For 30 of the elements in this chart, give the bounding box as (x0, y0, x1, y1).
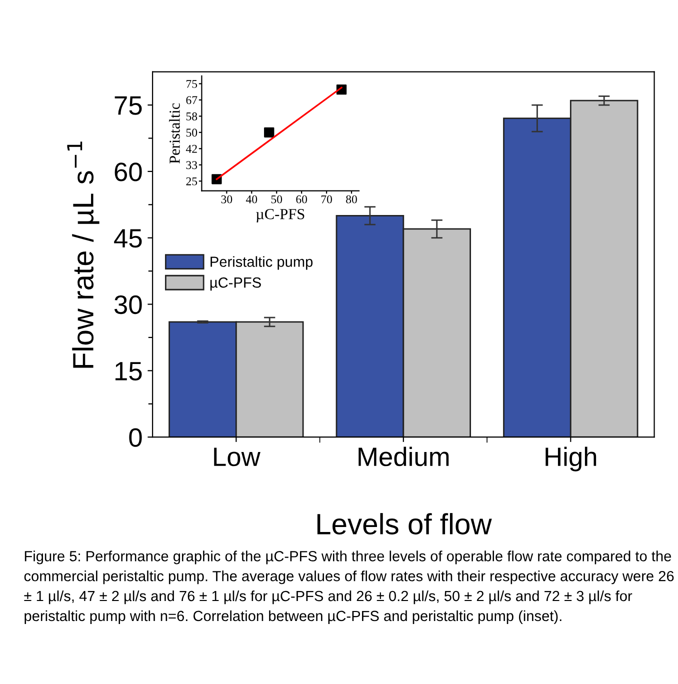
legend-label: Peristaltic pump (210, 256, 313, 270)
x-tick-label: 60 (296, 195, 308, 204)
y-axis-title: Peristaltic (169, 103, 180, 164)
x-tick-label: 40 (246, 195, 258, 204)
x-axis-title: Levels of flow (317, 513, 492, 534)
y-tick-label: 30 (114, 295, 142, 314)
y-tick-label: 15 (115, 362, 142, 380)
x-tick-label: 70 (321, 195, 332, 204)
y-tick-label: 50 (186, 128, 198, 137)
x-axis-title: µC-PFS (256, 208, 304, 222)
caption: Figure 5: Performance graphic of the µC-PFS with three levels of operable flow rate compared to the commercial peristaltic pump. The average values of flow rates with their respective accuracy were 26 ± 1 µl/s, 47 ± 2 µl/s and 76 ± 1 µl/s for µC-PFS and 26 ± 0.2 µl/s, 50 ± 2 µl/s and 72 ± 3 µl/s for peristaltic pump with n=6. Correlation between µC-PFS and peristaltic pump (inset). (24, 550, 674, 624)
y-tick-label: 75 (186, 80, 198, 88)
point (264, 127, 274, 138)
y-tick-label: 45 (114, 229, 142, 248)
y-tick-label: 58 (186, 112, 198, 120)
x-tick-label: High (546, 446, 596, 472)
y-tick-label: 60 (114, 162, 142, 182)
y-tick-label: 67 (186, 96, 198, 104)
y-tick-label: 75 (114, 96, 142, 115)
y-axis-title: Flow rate / µL s$^{−1}$ (67, 142, 100, 368)
y-tick-label: 0 (129, 428, 142, 447)
x-tick-label: 50 (271, 195, 282, 204)
x-tick-label: 80 (346, 195, 357, 204)
x-tick-label: Low (214, 448, 260, 466)
x-tick-label: Medium (358, 446, 449, 466)
y-tick-label: 33 (186, 161, 198, 170)
y-tick-label: 25 (186, 177, 198, 186)
y-tick-label: 42 (186, 144, 197, 153)
legend-label: µC-PFS (210, 277, 261, 291)
x-tick-label: 30 (221, 195, 232, 204)
